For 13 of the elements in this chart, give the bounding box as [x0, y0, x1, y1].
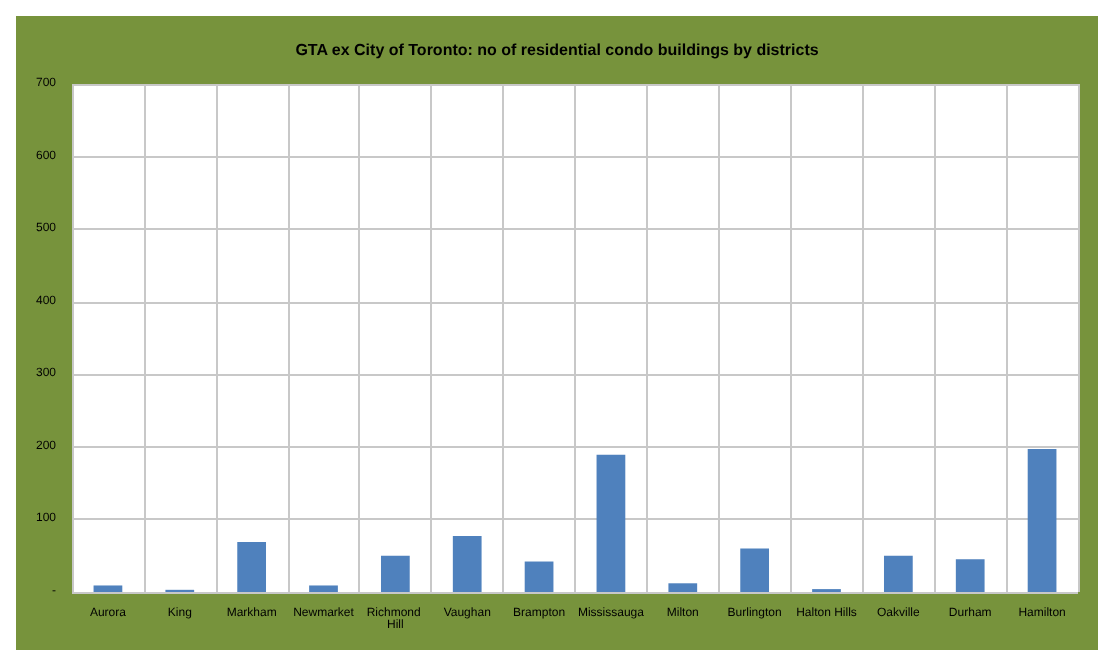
bar	[237, 541, 267, 592]
bar	[955, 559, 985, 592]
bar	[596, 454, 626, 592]
bar	[309, 585, 338, 592]
bar	[93, 585, 123, 592]
bar	[380, 555, 410, 592]
bar	[1027, 449, 1057, 592]
bar	[668, 583, 698, 592]
bar	[452, 536, 482, 592]
chart-title: GTA ex City of Toronto: no of residential condo buildings by districts	[295, 41, 820, 59]
bar	[883, 555, 913, 592]
bar	[524, 561, 554, 592]
bar	[740, 548, 770, 592]
